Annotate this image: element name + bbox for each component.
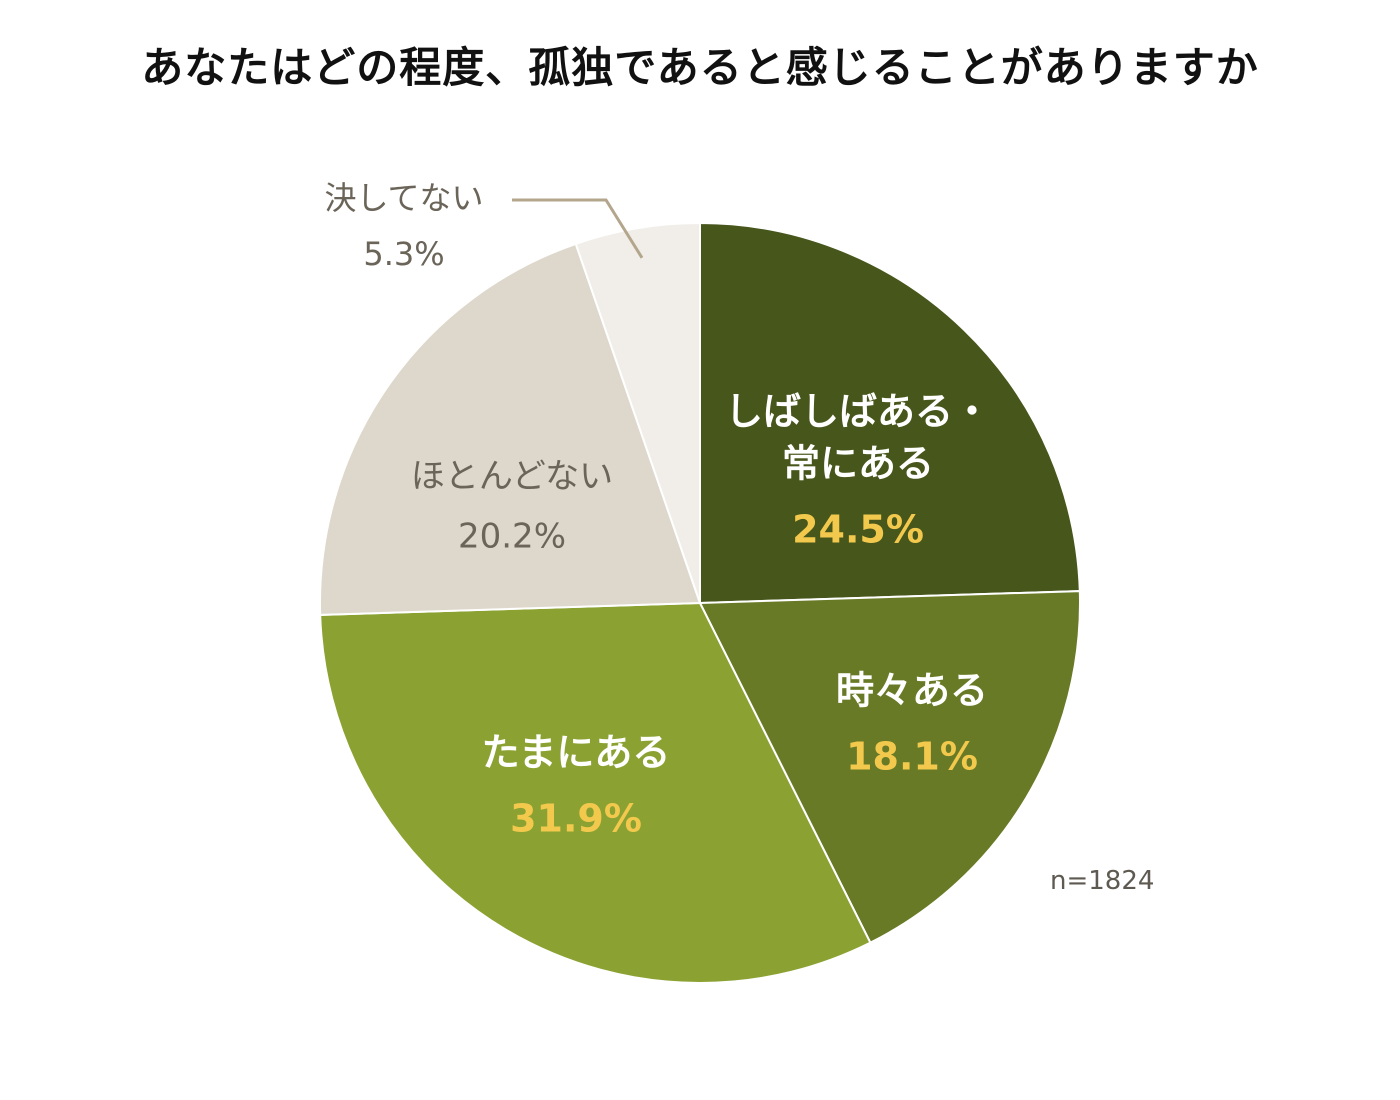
slice-value-5: 5.3%: [363, 235, 444, 273]
slice-label-4: ほとんどない: [411, 457, 613, 497]
slice-label-2: 時々ある: [836, 669, 988, 713]
slice-leader-line-5: [512, 198, 644, 259]
slice-label-5: 決してない: [324, 179, 483, 217]
slice-value-2: 18.1%: [846, 735, 978, 779]
slice-value-3: 31.9%: [510, 797, 642, 841]
chart-title: あなたはどの程度、孤独であると感じることがありますか: [141, 43, 1259, 92]
slice-label-3: たまにある: [482, 731, 671, 775]
pie-slice-2: [698, 590, 1081, 945]
pie-labels: しばしばある・常にある 24.5% 時々ある 18.1% たまにある 31.9% ほとんどな…: [324, 179, 991, 841]
pie-slice-1: [699, 221, 1081, 605]
pie-slices: [319, 221, 1081, 984]
slice-label-1-line-2: 常にある: [782, 442, 934, 486]
slice-value-1: 24.5%: [792, 508, 924, 552]
pie-slice-4: [319, 242, 702, 616]
slice-label-1-line-1: しばしばある・: [725, 390, 991, 434]
pie-slice-5: [574, 221, 701, 604]
sample-size-label: n=1824: [1050, 866, 1155, 896]
slice-value-4: 20.2%: [458, 517, 566, 557]
pie-slice-3: [319, 601, 872, 984]
